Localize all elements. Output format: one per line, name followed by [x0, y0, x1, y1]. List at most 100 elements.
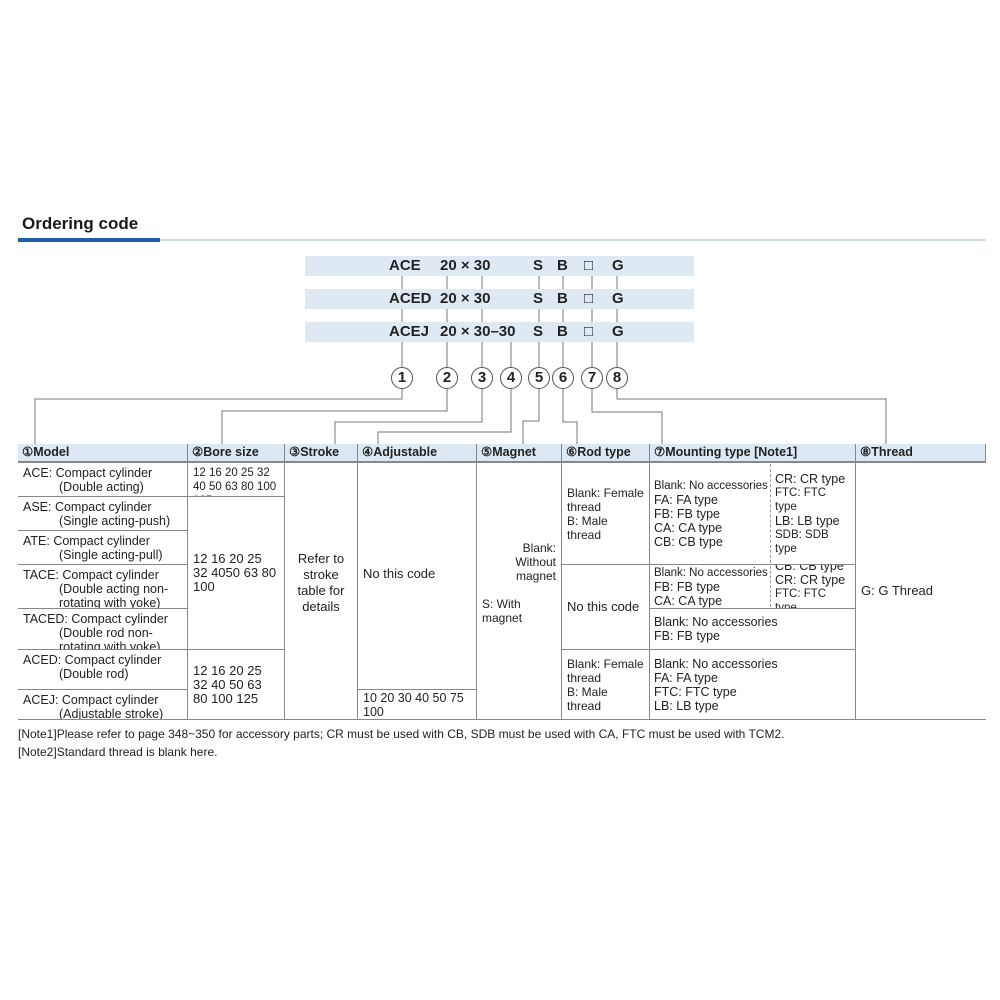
- position-circle: 5: [528, 367, 550, 389]
- cell-text: Blank: No accessories: [654, 615, 778, 629]
- mounting-type-cell: Blank: No accessories FB: FB type: [650, 609, 856, 650]
- column-header: ⑤Magnet: [477, 444, 562, 463]
- cell-text: B: Male thread: [567, 513, 608, 542]
- cell-text: Blank: Female thread: [567, 485, 644, 514]
- code-thread: G: [612, 323, 624, 340]
- section-title: Ordering code: [22, 214, 139, 233]
- rod-type-cell: Blank: Female thread B: Male thread: [562, 650, 650, 720]
- cell-text: FA: FA type: [654, 492, 718, 507]
- cell-text: ①Model: [22, 445, 70, 459]
- cell-text: FB: FB type: [654, 506, 720, 521]
- code-magnet: S: [533, 323, 544, 340]
- cell-text: Blank: No accessories: [654, 479, 768, 492]
- position-circle: 6: [552, 367, 574, 389]
- cell-text: B: Male thread: [567, 684, 608, 713]
- cell-text: FTC: FTC type: [775, 587, 827, 609]
- code-mount: □: [584, 323, 594, 340]
- model-row: ACED: Compact cylinder (Double rod): [18, 650, 188, 690]
- model-row: ATE: Compact cylinder (Single acting-pull…: [18, 531, 188, 565]
- title-underline: [18, 238, 160, 242]
- code-mount: □: [584, 290, 594, 307]
- code-bore-stroke: 20 × 30: [440, 257, 491, 274]
- cell-text: CB: CB type: [775, 565, 844, 573]
- divider: [160, 239, 986, 241]
- code-magnet: S: [533, 257, 544, 274]
- cell-text: 10 20 30 40 50 75 100: [363, 691, 464, 719]
- thread-type-cell: G: G Thread: [856, 463, 986, 720]
- column-header: ⑧Thread type[Note2]: [856, 444, 986, 463]
- cell-text: (Adjustable stroke): [59, 707, 164, 720]
- cell-text: CR: CR type: [775, 471, 846, 486]
- cell-text: 12 16 20 25 32 40 50 63 80 100 125: [193, 662, 262, 706]
- bore-cell: 12 16 20 25 32 40 50 63 80 100 125: [188, 650, 285, 720]
- cell-text: Refer to stroke table for details: [297, 550, 345, 614]
- position-circle: 3: [471, 367, 493, 389]
- magnet-cell: Blank: Without magnet S: With magnet: [477, 463, 562, 720]
- cell-text: (Single acting-push): [59, 514, 171, 528]
- column-header: ⑥Rod type: [562, 444, 650, 463]
- mounting-type-cell: Blank: No accessories FA: FA type FTC: FTC…: [650, 650, 856, 720]
- cell-text: CR: CR type: [775, 572, 846, 587]
- code-rod: B: [557, 290, 568, 307]
- code-bar: ACE 20 × 30 S B □ G: [305, 256, 694, 276]
- code-model: ACE: [389, 257, 421, 274]
- cell-text: 12 16 20 25 32 40 50 63 80 100 125: [193, 467, 277, 496]
- adjustable-cell: 10 20 30 40 50 75 100: [358, 690, 477, 720]
- cell-text: S: With magnet: [482, 596, 523, 625]
- mounting-type-cell: Blank: No accessories FB: FB type CA: CA t…: [650, 565, 856, 609]
- stroke-cell: Refer to stroke table for details: [285, 463, 358, 720]
- model-row: ACEJ: Compact cylinder (Adjustable stroke…: [18, 690, 188, 720]
- cell-text: (Double acting): [59, 480, 144, 494]
- column-header: ④Adjustable Stroke: [358, 444, 477, 463]
- cell-text: G: G Thread: [861, 583, 934, 598]
- column-header: ③Stroke: [285, 444, 358, 463]
- cell-text: ④Adjustable Stroke: [362, 445, 438, 459]
- cell-text: FTC: FTC type: [654, 684, 737, 699]
- cell-text: Blank: Without magnet: [515, 540, 556, 583]
- code-model: ACEJ: [389, 323, 430, 340]
- cell-text: (Double acting non-rotating with yoke): [59, 582, 169, 609]
- code-thread: G: [612, 257, 624, 274]
- cell-text: (Single acting-pull): [59, 548, 163, 562]
- cell-text: ACED: Compact cylinder: [23, 653, 162, 667]
- cell-text: TACED: Compact cylinder: [23, 612, 168, 626]
- position-circle: 2: [436, 367, 458, 389]
- position-circle: 8: [606, 367, 628, 389]
- cell-text: (Double rod): [59, 667, 129, 681]
- code-mount: □: [584, 257, 594, 274]
- code-bar: ACED 20 × 30 S B □ G: [305, 289, 694, 309]
- cell-text: CA: CA type: [654, 593, 723, 608]
- cell-text: ②Bore size: [192, 445, 259, 459]
- cell-text: FB: FB type: [654, 629, 720, 643]
- code-bore-stroke: 20 × 30: [440, 290, 491, 307]
- position-circle: 4: [500, 367, 522, 389]
- code-bar: ACEJ 20 × 30–30 S B □ G: [305, 322, 694, 342]
- bore-cell: 12 16 20 25 32 40 50 63 80 100 125: [188, 463, 285, 497]
- cell-text: ATE: Compact cylinder: [23, 534, 150, 548]
- model-row: ACE: Compact cylinder (Double acting): [18, 463, 188, 497]
- cell-text: ③Stroke: [289, 445, 340, 459]
- cell-text: ACE: Compact cylinder: [23, 466, 153, 480]
- code-rod: B: [557, 323, 568, 340]
- position-circle: 1: [391, 367, 413, 389]
- position-circle: 7: [581, 367, 603, 389]
- column-header: ⑦Mounting type [Note1]: [650, 444, 856, 463]
- cell-text: ⑤Magnet: [481, 445, 536, 459]
- cell-text: ⑧Thread type[Note2]: [860, 445, 913, 459]
- cell-text: Blank: No accessories: [654, 656, 778, 671]
- cell-text: No this code: [567, 599, 640, 614]
- column-header: ①Model: [18, 444, 188, 463]
- bore-cell: 12 16 20 25 32 4050 63 80 100: [188, 497, 285, 650]
- rod-type-cell: Blank: Female thread B: Male thread: [562, 463, 650, 565]
- cell-text: TACE: Compact cylinder: [23, 568, 159, 582]
- cell-text: 12 16 20 25 32 4050 63 80 100: [193, 551, 277, 594]
- cell-text: FB: FB type: [654, 579, 720, 594]
- cell-text: (Double rod non-rotating with yoke): [59, 626, 161, 650]
- cell-text: Blank: No accessories: [654, 566, 768, 579]
- model-row: TACED: Compact cylinder (Double rod non-r…: [18, 609, 188, 650]
- column-header: ②Bore size: [188, 444, 285, 463]
- cell-text: ASE: Compact cylinder: [23, 500, 152, 514]
- connector-lines: [34, 276, 887, 444]
- cell-text: CB: CB type: [654, 534, 723, 549]
- code-rod: B: [557, 257, 568, 274]
